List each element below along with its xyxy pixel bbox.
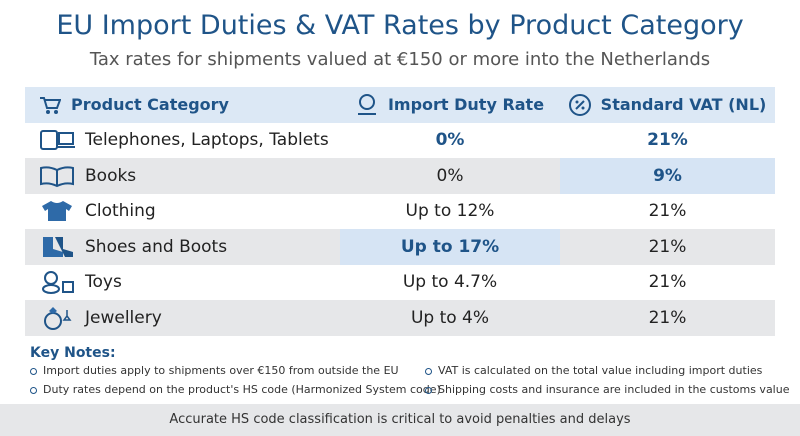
vat-rate: 21% xyxy=(648,272,687,293)
percent-icon xyxy=(568,93,591,116)
column-header: Product Category xyxy=(71,95,229,115)
duty-rate: 0% xyxy=(436,165,464,186)
table: Product Category Import Duty Rate Standa… xyxy=(25,87,775,336)
ring-icon xyxy=(44,306,72,330)
duty-rate: 0% xyxy=(435,130,465,151)
category: Books xyxy=(85,165,137,186)
title: EU Import Duties & VAT Rates by Product … xyxy=(56,10,744,41)
category: Telephones, Laptops, Tablets xyxy=(85,130,329,151)
vat-rate: 21% xyxy=(648,307,687,328)
vat-rate: 21% xyxy=(648,201,687,222)
note: Shipping costs and insurance are include… xyxy=(425,383,789,396)
table-row: Books 0% 9% xyxy=(25,158,775,194)
duty-rate: Up to 17% xyxy=(340,229,560,265)
note: VAT is calculated on the total value inc… xyxy=(425,364,762,377)
vat-rate: 9% xyxy=(560,158,775,194)
category: Jewellery xyxy=(85,307,162,328)
vat-rate: 21% xyxy=(648,236,687,257)
boot-icon xyxy=(43,236,73,257)
cart-icon xyxy=(40,96,61,114)
subtitle: Tax rates for shipments valued at €150 o… xyxy=(89,49,711,70)
column-header: Standard VAT (NL) xyxy=(600,95,767,115)
header-row: Product Category Import Duty Rate Standa… xyxy=(25,87,775,123)
table-row: Toys Up to 4.7% 21% xyxy=(25,265,775,301)
note: Import duties apply to shipments over €1… xyxy=(30,364,399,377)
vat-rate: 21% xyxy=(647,130,688,151)
duty-rate: Up to 4.7% xyxy=(402,272,498,293)
category: Toys xyxy=(85,272,122,293)
category: Clothing xyxy=(85,201,156,222)
toy-icon xyxy=(42,271,74,295)
shirt-icon xyxy=(42,201,72,222)
notes-title: Key Notes: xyxy=(30,345,116,361)
duty-rate: Up to 4% xyxy=(410,307,490,328)
table-row: Jewellery Up to 4% 21% xyxy=(25,300,775,336)
table-row: Shoes and Boots Up to 17% 21% xyxy=(25,229,775,265)
duty-rate: Up to 12% xyxy=(405,201,495,222)
coin-icon xyxy=(357,93,376,115)
footer: Accurate HS code classification is criti… xyxy=(0,404,800,436)
table-row: Telephones, Laptops, Tablets 0% 21% xyxy=(25,123,775,159)
table-row: Clothing Up to 12% 21% xyxy=(25,194,775,230)
category: Shoes and Boots xyxy=(85,236,228,257)
note: Duty rates depend on the product's HS co… xyxy=(30,383,441,396)
column-header: Import Duty Rate xyxy=(387,95,545,115)
book-icon xyxy=(40,166,74,187)
device-icon xyxy=(40,130,75,151)
